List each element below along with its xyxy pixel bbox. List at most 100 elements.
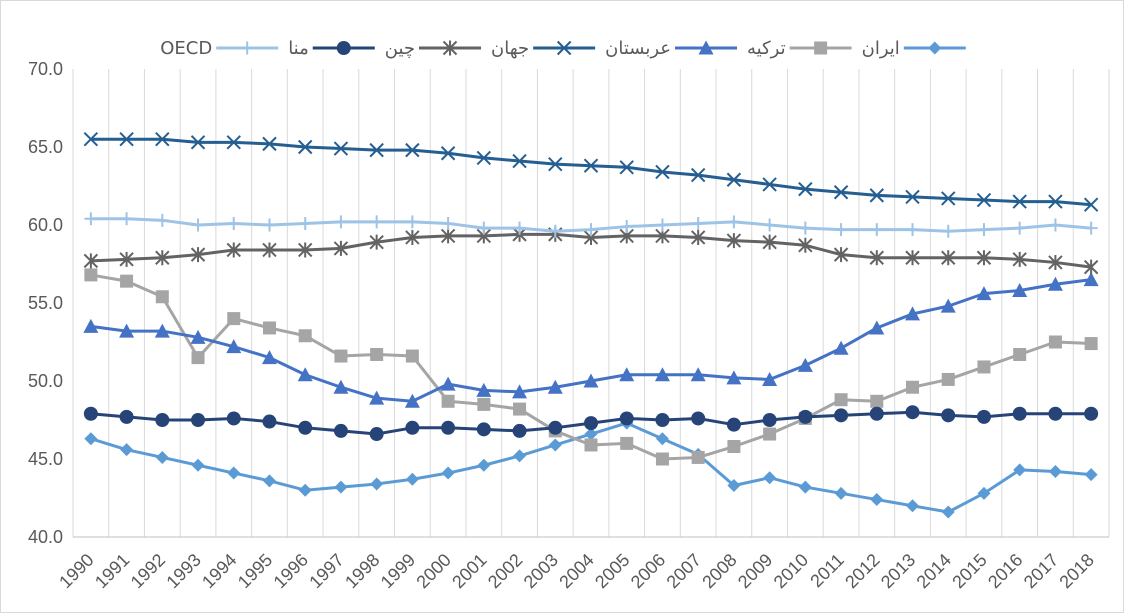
x-tick-label: 1995 xyxy=(234,550,276,592)
x-tick-label: 2008 xyxy=(698,550,740,592)
data-point xyxy=(120,212,134,226)
data-point xyxy=(655,218,669,232)
data-point xyxy=(369,427,384,442)
data-point xyxy=(405,472,419,486)
data-point xyxy=(83,253,99,269)
data-point xyxy=(798,181,813,197)
legend-item: ایران xyxy=(862,38,966,59)
data-point xyxy=(941,191,956,206)
data-point xyxy=(297,367,313,382)
data-point xyxy=(834,486,848,500)
data-point xyxy=(905,189,920,205)
data-point xyxy=(906,380,920,394)
data-point xyxy=(120,443,134,457)
data-point xyxy=(1012,194,1027,209)
series-line xyxy=(90,137,1092,207)
data-point xyxy=(619,367,635,382)
data-point xyxy=(941,408,956,423)
data-point xyxy=(834,223,848,237)
data-point xyxy=(655,413,670,427)
legend-label: منا xyxy=(288,38,309,59)
legend-label: چین xyxy=(385,38,415,59)
data-point xyxy=(869,406,884,421)
data-point xyxy=(976,409,991,424)
data-point xyxy=(833,185,849,200)
data-point xyxy=(370,215,384,229)
x-tick-label: 2017 xyxy=(1020,550,1062,592)
data-point xyxy=(797,357,813,372)
data-point xyxy=(762,177,777,192)
x-tick-label: 2018 xyxy=(1056,550,1098,592)
data-point xyxy=(226,242,241,258)
data-point xyxy=(369,234,384,250)
data-point xyxy=(584,438,598,452)
legend-marker xyxy=(698,40,714,55)
data-point xyxy=(833,340,849,355)
data-point xyxy=(119,131,134,147)
data-point xyxy=(297,139,313,155)
data-point xyxy=(334,480,348,494)
x-tick-label: 2011 xyxy=(806,550,848,592)
data-point xyxy=(1084,468,1098,482)
data-point xyxy=(477,221,491,235)
data-point xyxy=(1048,464,1062,478)
data-point xyxy=(476,150,492,166)
data-point xyxy=(654,367,670,382)
x-tick-label: 2007 xyxy=(663,550,705,592)
data-point xyxy=(513,402,527,416)
x-tick-label: 1993 xyxy=(162,550,204,592)
data-point xyxy=(333,423,348,438)
data-point xyxy=(405,229,420,245)
data-point xyxy=(583,373,599,388)
data-point xyxy=(976,250,992,266)
data-point xyxy=(727,479,741,493)
series-6 xyxy=(84,212,1098,238)
data-point xyxy=(334,215,348,229)
data-point xyxy=(1084,406,1099,421)
data-point xyxy=(833,247,849,263)
x-tick-label: 1991 xyxy=(91,550,133,592)
gridlines xyxy=(72,69,1110,537)
data-point xyxy=(1083,272,1099,287)
legend-marker xyxy=(928,41,942,55)
data-point xyxy=(298,216,312,230)
data-point xyxy=(1048,335,1062,349)
data-point xyxy=(512,423,527,438)
data-point xyxy=(190,247,206,263)
legend-item: ترکیه xyxy=(747,38,852,59)
x-tick-label: 2000 xyxy=(412,550,454,592)
data-point xyxy=(83,406,98,421)
legend-item: منا xyxy=(288,38,375,59)
legend-item: جهان xyxy=(491,38,596,59)
data-point xyxy=(298,329,312,343)
legend-label: ترکیه xyxy=(747,38,786,59)
data-point xyxy=(512,384,528,399)
data-point xyxy=(298,420,313,435)
series-3 xyxy=(83,131,1099,212)
data-point xyxy=(191,458,205,472)
x-tick-label: 2005 xyxy=(591,550,633,592)
data-point xyxy=(906,223,920,237)
data-point xyxy=(726,370,742,385)
data-point xyxy=(370,347,384,361)
x-tick-label: 2009 xyxy=(734,550,776,592)
data-point xyxy=(762,234,777,250)
data-point xyxy=(84,432,98,446)
x-tick-label: 1994 xyxy=(198,550,240,592)
data-point xyxy=(227,312,241,326)
data-point xyxy=(584,427,598,441)
data-point xyxy=(262,414,277,429)
data-point xyxy=(869,250,885,266)
legend-marker xyxy=(442,40,458,56)
data-point xyxy=(726,233,742,249)
data-point xyxy=(297,242,313,258)
data-point xyxy=(976,192,992,208)
data-point xyxy=(727,215,741,229)
data-point xyxy=(155,250,170,266)
data-point xyxy=(477,458,491,472)
data-point xyxy=(190,135,206,150)
data-point xyxy=(120,274,134,288)
data-point xyxy=(1013,347,1027,361)
x-tick-label: 1998 xyxy=(341,550,383,592)
data-point xyxy=(155,213,169,227)
